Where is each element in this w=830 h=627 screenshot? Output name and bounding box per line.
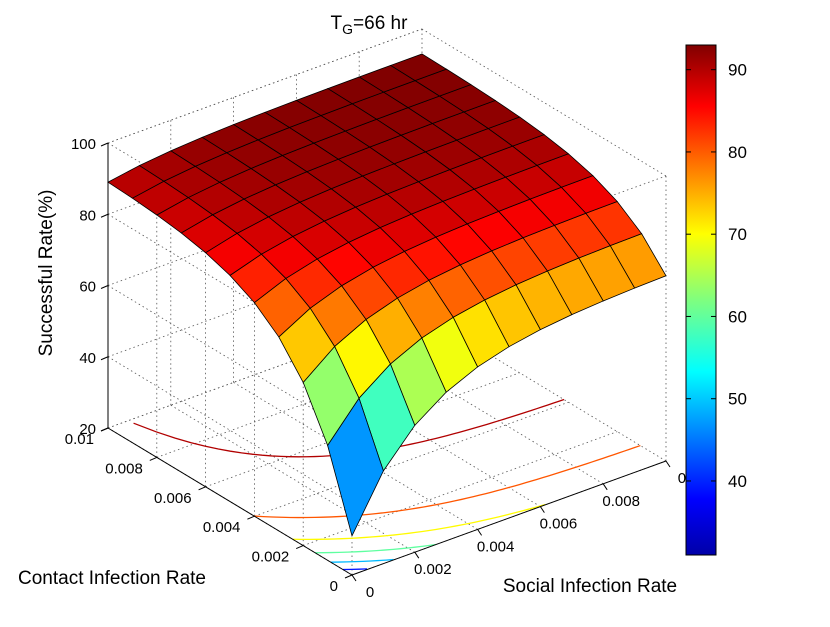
z-tick bbox=[100, 427, 109, 432]
x-tick bbox=[665, 460, 671, 468]
z-axis-label: Successful Rate(%) bbox=[36, 190, 57, 357]
x-tick bbox=[539, 506, 545, 513]
chart-title-suffix: =66 hr bbox=[353, 13, 408, 34]
x-tick bbox=[414, 551, 420, 559]
x-tick bbox=[351, 574, 357, 582]
y-tick bbox=[247, 515, 255, 520]
contour-line bbox=[133, 398, 565, 458]
z-tick-label: 20 bbox=[79, 421, 96, 438]
y-tick-label: 0.008 bbox=[105, 460, 143, 477]
y-tick bbox=[198, 486, 206, 491]
x-tick-label: 0.008 bbox=[602, 493, 640, 510]
y-tick bbox=[344, 574, 353, 579]
z-tick-label: 100 bbox=[71, 136, 96, 153]
y-axis-line bbox=[107, 427, 353, 576]
z-tick bbox=[100, 213, 109, 218]
y-tick bbox=[296, 545, 304, 550]
axes: 00.0020.0040.0060.0080.00.0020.0040.0060… bbox=[65, 136, 690, 601]
surface bbox=[107, 53, 667, 537]
x-axis-label: Social Infection Rate bbox=[503, 576, 677, 597]
y-tick-label: 0.002 bbox=[252, 549, 290, 566]
z-tick-label: 80 bbox=[79, 207, 96, 224]
colorbar-gradient bbox=[685, 44, 717, 556]
contour-line bbox=[292, 503, 546, 541]
chart-title: TG=66 hr bbox=[331, 13, 409, 37]
y-tick bbox=[149, 456, 157, 461]
contour-line bbox=[315, 543, 436, 554]
grid-line-floor bbox=[254, 401, 569, 517]
y-tick-label: 0.006 bbox=[154, 490, 192, 507]
x-axis-line bbox=[351, 460, 667, 576]
contour-line bbox=[342, 568, 368, 571]
grid-line-edge bbox=[107, 28, 423, 144]
contour-line bbox=[330, 558, 394, 563]
colorbar-tick-label: 80 bbox=[728, 143, 747, 162]
chart-title-main: T bbox=[331, 13, 343, 34]
z-tick-label: 40 bbox=[79, 350, 96, 367]
z-tick-label: 60 bbox=[79, 279, 96, 296]
y-axis-label: Contact Infection Rate bbox=[18, 568, 206, 589]
y-tick-label: 0.004 bbox=[203, 519, 241, 536]
x-tick-label: 0.006 bbox=[540, 516, 578, 533]
grid-line-floor bbox=[303, 431, 618, 546]
grid-line-floor bbox=[107, 313, 423, 429]
x-tick-label: 0.004 bbox=[477, 538, 515, 555]
colorbar-tick-label: 50 bbox=[728, 390, 747, 409]
colorbar: 40 50 60 70 80 90 bbox=[685, 44, 747, 556]
surface-patch bbox=[107, 165, 165, 199]
y-tick-label: 0 bbox=[330, 578, 338, 595]
z-tick bbox=[100, 142, 109, 147]
colorbar-tick-label: 70 bbox=[728, 225, 747, 244]
x-tick bbox=[477, 529, 483, 536]
y-tick-label: 0.01 bbox=[65, 431, 94, 448]
z-tick bbox=[100, 356, 109, 361]
z-tick bbox=[100, 285, 109, 289]
x-tick-label: 0 bbox=[366, 584, 374, 601]
colorbar-tick-label: 90 bbox=[728, 61, 747, 80]
colorbar-tick-label: 60 bbox=[728, 307, 747, 326]
x-tick-label: 0.002 bbox=[414, 561, 452, 578]
colorbar-tick-label: 40 bbox=[728, 472, 747, 491]
chart-title-subscript: G bbox=[342, 21, 353, 37]
x-tick bbox=[602, 483, 608, 491]
contour-line bbox=[254, 444, 641, 519]
contour-lines bbox=[133, 398, 641, 571]
